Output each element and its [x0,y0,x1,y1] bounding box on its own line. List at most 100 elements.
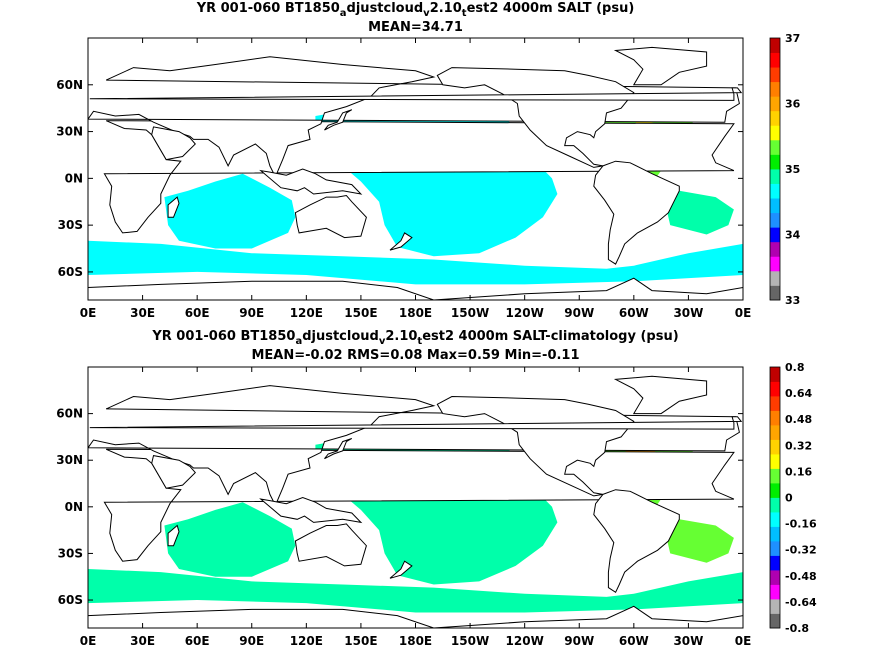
colorbar: 37 36 35 34 33 [769,32,801,307]
title-subscript: t [417,336,422,347]
title-subscript: a [295,336,302,347]
x-tick-label: 60W [619,306,649,320]
colorbar-label: 35 [785,163,800,176]
land-indonesia [259,168,363,195]
x-tick-label: 90E [239,306,264,320]
land-japan [324,109,353,131]
chart-title: YR 001-060 BT1850adjustcloudv2.10test2 4… [196,1,635,19]
colorbar-label: -0.16 [785,518,817,531]
colorbar-frame [769,37,781,301]
x-tick-label: 90W [564,306,594,320]
colorbar-label: 34 [785,229,801,242]
colorbar-swatch [770,367,780,382]
colorbar-label: 0.16 [785,465,812,478]
colorbar-swatch [770,396,780,411]
y-tick-label: 0N [65,171,83,185]
region-southern [88,240,743,285]
colorbar-swatch [770,110,780,126]
colorbar-swatch [770,38,780,53]
colorbar-swatch [770,67,780,83]
land-greenland [613,375,708,415]
x-tick-label: 150W [451,306,489,320]
x-tick-label: 30W [673,306,703,320]
colorbar-swatch [770,381,780,397]
colorbar-swatch [770,227,780,243]
colorbar-label: 0 [785,492,793,505]
region-indian [164,173,296,249]
y-tick-label: 60N [56,78,83,92]
x-tick-label: 0E [735,306,752,320]
land-greenland [613,46,708,86]
colorbar-label: -0.32 [785,544,817,557]
x-tick-label: 30E [130,306,155,320]
colorbar-label: 0.48 [785,413,812,426]
y-tick-label: 60N [56,407,83,421]
land-antarctica [88,605,743,628]
colorbar-swatch [770,439,780,455]
land-arabia [151,126,196,161]
colorbar-swatch [770,169,780,184]
colorbar-label: -0.64 [785,596,817,609]
x-tick-label: 120E [290,634,323,648]
y-tick-label: 60S [58,265,83,279]
x-tick-label: 0E [735,634,752,648]
colorbar-swatch [770,241,780,257]
title-segment: YR 001-060 BT1850 [151,329,295,344]
land-south-america [593,489,680,594]
x-tick-label: 30E [130,634,155,648]
y-tick-label: 30N [56,453,83,467]
colorbar-swatch [770,555,780,571]
land-antarctica [88,277,743,300]
chart-subtitle: MEAN=-0.02 RMS=0.08 Max=0.59 Min=-0.11 [251,348,579,363]
title-subscript: v [423,8,430,19]
land-australia [294,194,367,239]
colorbar-swatch [770,139,780,155]
x-tick-label: 60W [619,634,649,648]
region-southatlantic [666,190,734,235]
x-tick-label: 120E [290,306,323,320]
x-tick-label: 90W [564,634,594,648]
x-tick-label: 0E [80,306,97,320]
title-segment: est2 4000m SALT-climatology (psu) [422,329,678,344]
land-britain [89,416,743,430]
x-tick-label: 90E [239,634,264,648]
colorbar-swatch [770,212,780,228]
colorbar-swatch [770,454,780,469]
title-segment: YR 001-060 BT1850 [196,1,340,16]
land-north-america [436,395,635,497]
x-tick-label: 60E [185,634,210,648]
region-southatlantic [666,519,734,563]
colorbar: 0.8 0.64 0.48 0.32 0.16 0 -0.16 -0.32 -0.48 -0.64… [769,361,817,635]
title-subscript: t [462,8,467,19]
colorbar-swatch [770,96,780,112]
chart-title: YR 001-060 BT1850adjustcloudv2.10test2 4… [151,329,678,347]
x-tick-label: 180E [399,634,432,648]
x-tick-label: 60E [185,306,210,320]
colorbar-label: 33 [785,294,800,307]
land-layer [88,46,743,300]
colorbar-swatch [770,154,780,170]
colorbar-swatch [770,183,780,199]
land-indonesia [259,496,363,524]
colorbar-swatch [770,285,780,301]
land-south-america [593,160,680,265]
colorbar-swatch [770,270,780,286]
land-madagascar [167,196,180,218]
x-tick-label: 150W [451,634,489,648]
land-north-america [436,67,635,168]
colorbar-swatch [770,497,780,513]
colorbar-swatch [770,52,780,68]
title-segment: 2.10 [430,1,462,16]
x-tick-label: 120W [506,634,544,648]
x-tick-label: 150E [344,634,377,648]
colorbar-swatch [770,198,780,214]
land-new-zealand [389,560,413,579]
colorbar-swatch [770,256,780,272]
colorbar-label: 0.32 [785,439,812,452]
colorbar-swatch [770,584,780,600]
region-indian [164,502,296,577]
title-segment: 2.10 [385,329,417,344]
panel-salt-minus-climatology: YR 001-060 BT1850adjustcloudv2.10test2 4… [56,329,817,648]
chart-subtitle: MEAN=34.71 [368,20,463,35]
colorbar-swatch [770,512,780,527]
